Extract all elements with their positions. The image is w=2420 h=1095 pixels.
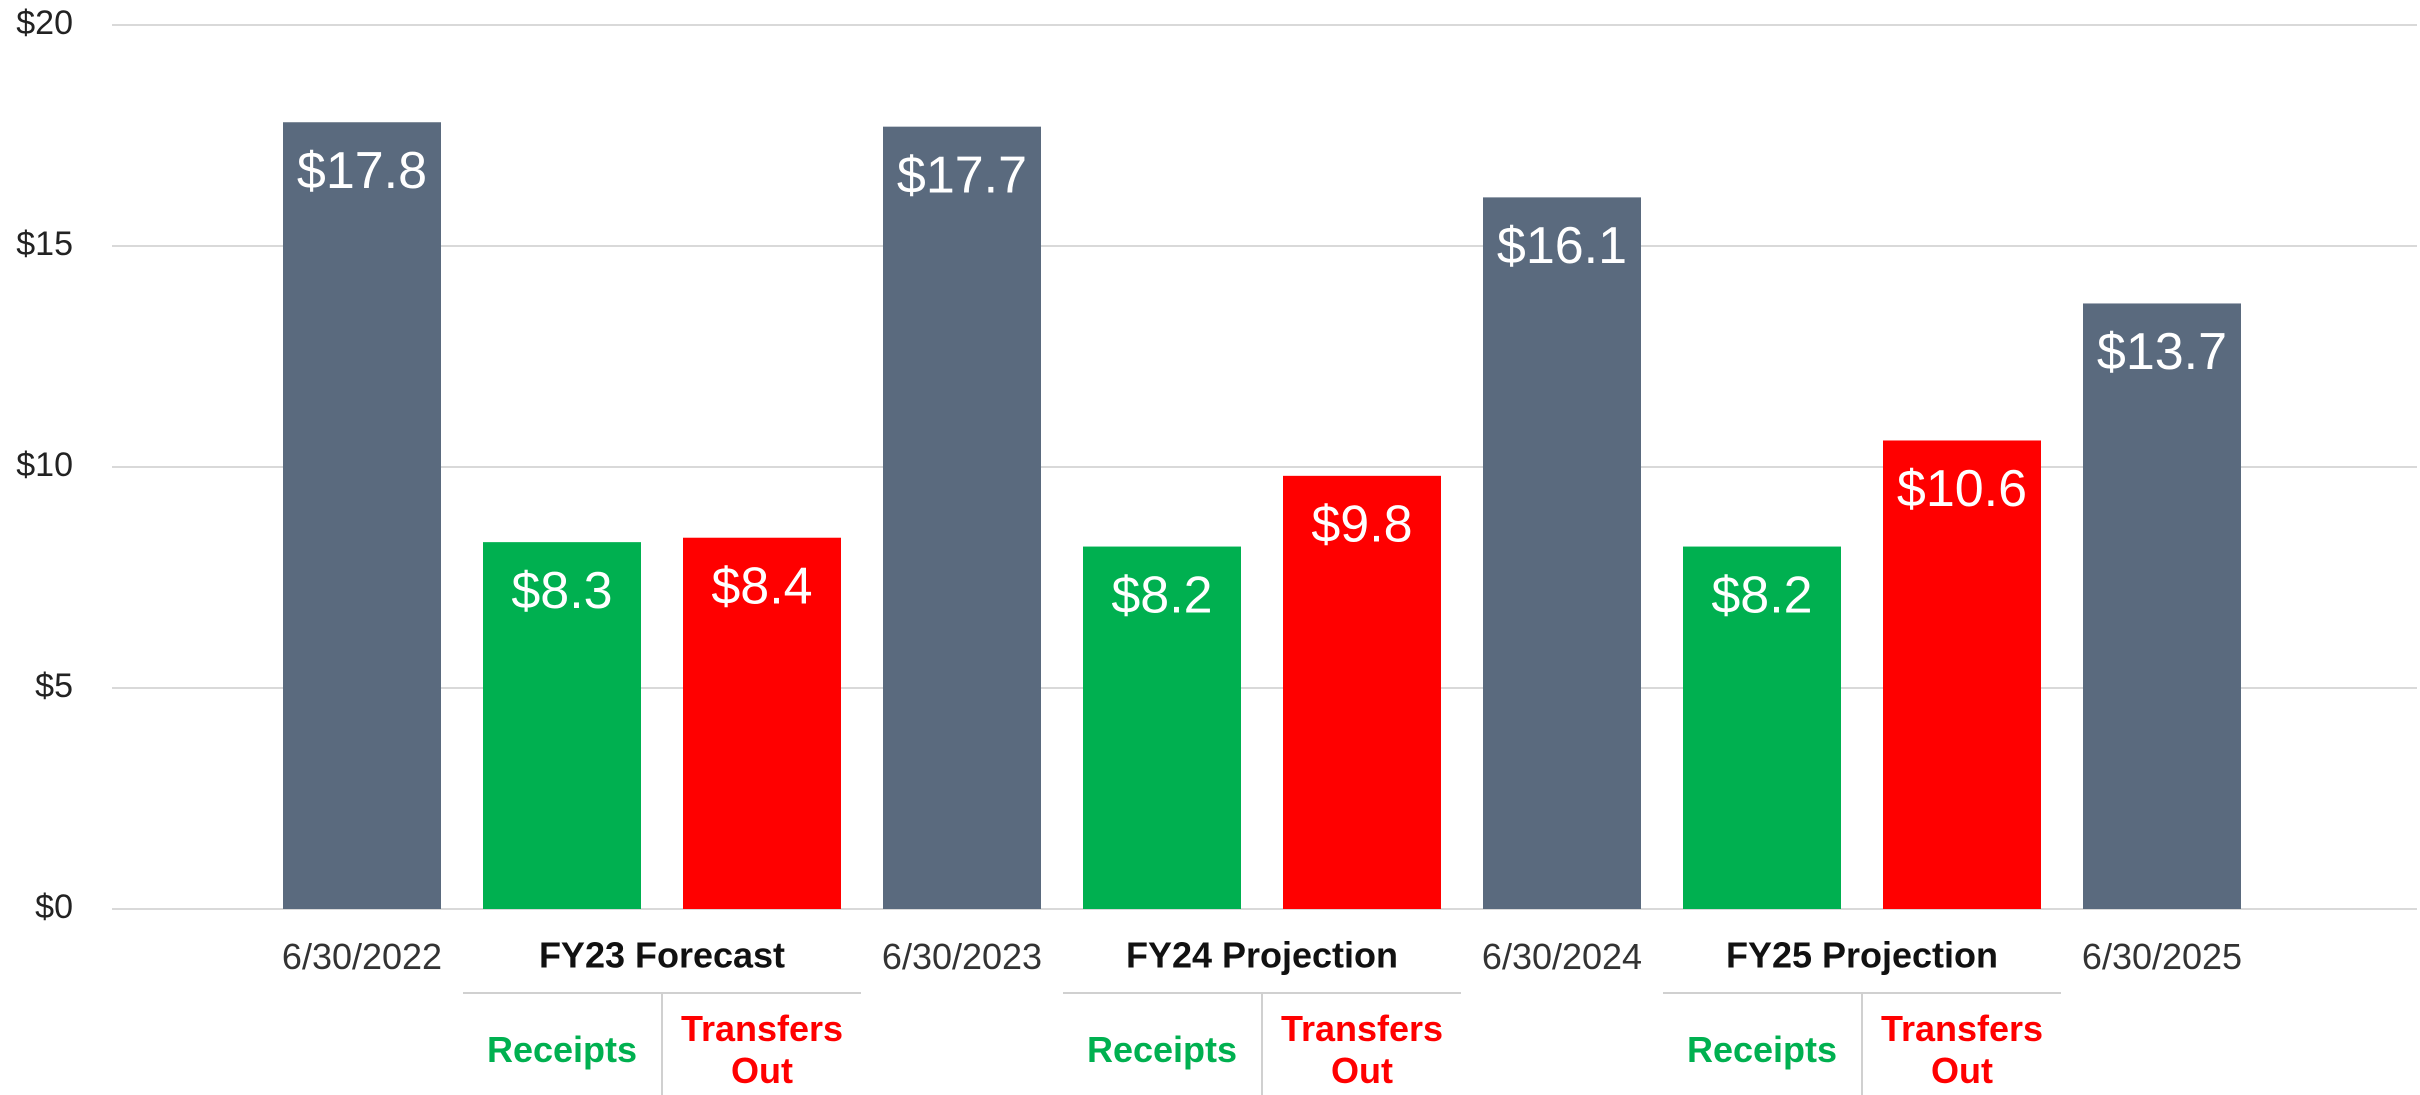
bar: [483, 542, 641, 909]
x-tick-label: 6/30/2023: [881, 936, 1043, 977]
bar: [283, 122, 441, 910]
group-label: FY24 Projection: [1126, 935, 1398, 976]
x-tick-label: 6/30/2022: [281, 936, 443, 977]
bar: [683, 537, 841, 909]
value-label: $13.7: [2097, 323, 2227, 381]
value-label: $8.3: [511, 562, 612, 620]
y-tick-label: $20: [16, 4, 73, 42]
x-tick-label: Transfers Out: [1880, 1008, 2044, 1091]
x-tick-label: Receipts: [1686, 1029, 1838, 1070]
value-label: $17.8: [297, 142, 427, 200]
bar: [1083, 546, 1241, 909]
group-label: FY23 Forecast: [539, 935, 785, 976]
value-label: $16.1: [1497, 217, 1627, 275]
value-label: $9.8: [1311, 496, 1412, 554]
bar: [883, 126, 1041, 909]
value-label: $8.2: [1711, 566, 1812, 624]
x-tick-label: 6/30/2024: [1481, 936, 1643, 977]
bar: [2083, 303, 2241, 910]
x-tick-label: Transfers Out: [680, 1008, 844, 1091]
y-tick-label: $0: [35, 888, 73, 926]
value-label: $17.7: [897, 146, 1027, 204]
x-tick-label: Receipts: [1086, 1029, 1238, 1070]
x-tick-label: Receipts: [486, 1029, 638, 1070]
y-tick-label: $5: [35, 667, 73, 705]
bar: [1283, 475, 1441, 909]
bar: [1683, 546, 1841, 909]
bar: [1883, 440, 2041, 909]
x-tick-label: 6/30/2025: [2081, 936, 2243, 977]
value-label: $10.6: [1897, 460, 2027, 518]
value-label: $8.2: [1111, 566, 1212, 624]
bar: [1483, 197, 1641, 909]
x-tick-label: Transfers Out: [1280, 1008, 1444, 1091]
y-tick-label: $15: [16, 225, 73, 263]
group-label: FY25 Projection: [1726, 935, 1998, 976]
value-label: $8.4: [711, 557, 812, 615]
y-tick-label: $10: [16, 446, 73, 484]
